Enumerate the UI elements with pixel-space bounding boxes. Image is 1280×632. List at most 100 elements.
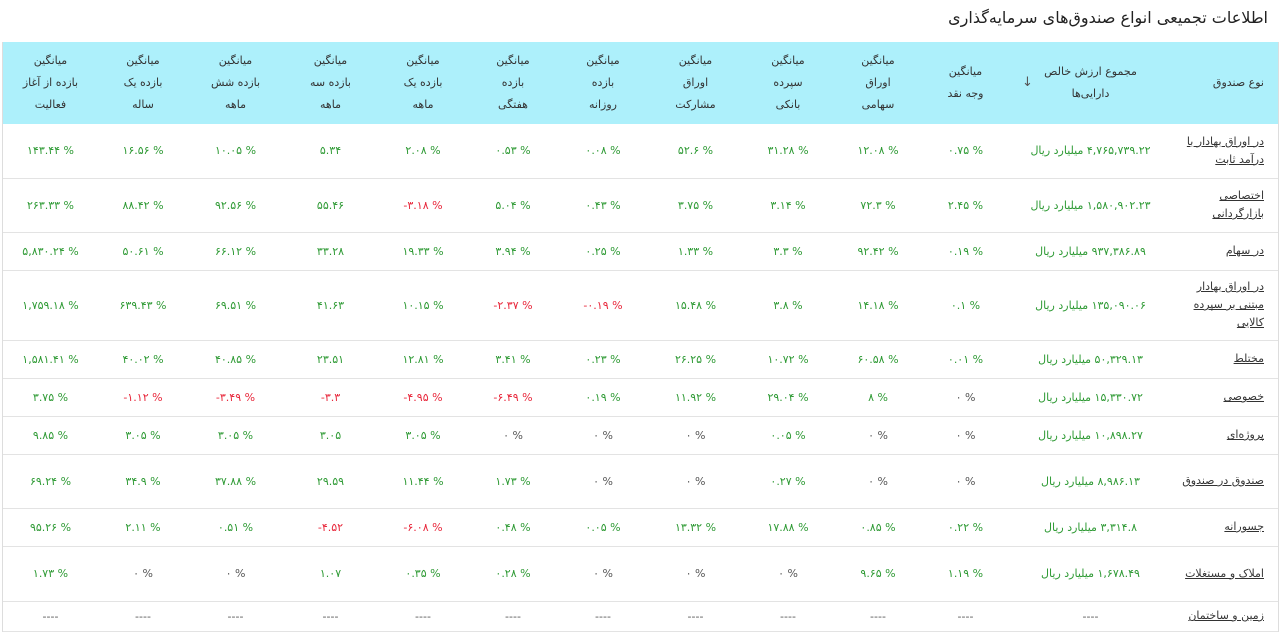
cell-avg-1y-return: ۶۳۹.۴۳ %: [98, 270, 188, 341]
fund-type-link[interactable]: جسورانه: [1224, 520, 1264, 533]
cell-avg-bank-deposit: ۱۷.۸۸ %: [743, 508, 833, 547]
cell-avg-cash: ۰.۱ %: [923, 270, 1008, 341]
cell-avg-1y-return: ۴۰.۰۲ %: [98, 340, 188, 379]
cell-value: ۱۹.۳۳ %: [402, 244, 444, 258]
header-col-avg-stocks[interactable]: میانگین اوراق سهامی: [833, 42, 923, 124]
cell-avg-1y-return: ۰ %: [98, 546, 188, 602]
cell-avg-1y-return: -۱.۱۲ %: [98, 378, 188, 417]
header-col-total-nav[interactable]: مجموع ارزش خالص دارایی‌ها ↓: [1008, 42, 1173, 124]
cell-value: ۰ %: [503, 428, 523, 442]
cell-value: ۹.۶۵ %: [860, 567, 896, 580]
fund-type-link[interactable]: در اوراق بهادار با درآمد ثابت: [1186, 134, 1264, 166]
cell-value: ۶۶.۱۲ %: [214, 244, 257, 258]
cell-value: ۱۱.۴۴ %: [402, 474, 444, 488]
cell-value: ۰.۱۹ %: [947, 244, 984, 258]
fund-type-link[interactable]: در اوراق بهادار مبتنی بر سپرده کالایی: [1193, 280, 1264, 329]
sort-arrow-down-icon[interactable]: ↓: [1022, 75, 1033, 90]
cell-value: ۹۵.۲۶ %: [29, 520, 72, 534]
cell-fund-type: املاک و مستغلات: [1173, 546, 1278, 602]
cell-avg-cash: ۰.۷۵ %: [923, 124, 1008, 179]
cell-value: ۴۰.۸۵ %: [214, 352, 257, 366]
cell-value: ۰ %: [133, 567, 153, 580]
cell-value: ۳۴.۹ %: [125, 474, 161, 488]
cell-value: ۳.۷۵ %: [32, 390, 69, 404]
cell-avg-stocks: ۹.۶۵ %: [833, 546, 923, 602]
header-col-avg-1m-return[interactable]: میانگین بازده یک ماهه: [378, 42, 468, 124]
fund-type-link[interactable]: مختلط: [1233, 352, 1264, 365]
cell-avg-3m-return: -۳.۳: [283, 378, 378, 417]
cell-value: ۲۹.۰۴ %: [767, 390, 809, 404]
cell-total-nav: ۱۵,۳۳۰.۷۲ میلیارد ریال: [1008, 378, 1173, 417]
cell-avg-bonds: ----: [648, 601, 743, 632]
cell-value: ۶۹.۲۴ %: [29, 474, 72, 488]
cell-value: ۰ %: [955, 474, 976, 488]
cell-total-nav: ۱,۵۸۰,۹۰۲.۲۳ میلیارد ریال: [1008, 178, 1173, 233]
header-col-fund-type[interactable]: نوع صندوق: [1173, 42, 1278, 124]
fund-type-link[interactable]: اختصاصی بازارگردانی: [1212, 189, 1264, 220]
header-col-avg-3m-return[interactable]: میانگین بازده سه ماهه: [283, 42, 378, 124]
header-col-avg-6m-return[interactable]: میانگین بازده شش ماهه: [188, 42, 283, 124]
cell-value: ۱.۱۹ %: [947, 567, 984, 580]
cell-value: ۰.۰۸ %: [585, 144, 621, 158]
cell-avg-6m-return: ----: [188, 601, 283, 632]
cell-avg-since-inception-return: ۱۴۳.۴۴ %: [3, 124, 98, 179]
cell-avg-bank-deposit: ۳.۸ %: [743, 270, 833, 341]
cell-avg-1y-return: ۳۴.۹ %: [98, 454, 188, 509]
cell-value: ۱.۰۷: [319, 567, 342, 580]
cell-value: ۴۰.۰۲ %: [122, 352, 164, 366]
table-row: صندوق در صندوق ۸,۹۸۶.۱۳ میلیارد ریال ۰ % ۰ …: [3, 454, 1278, 509]
cell-value: ۱۰.۱۵ %: [402, 298, 444, 312]
header-col-avg-daily-return[interactable]: میانگین بازده روزانه: [558, 42, 648, 124]
cell-avg-cash: ۲.۴۵ %: [923, 178, 1008, 233]
fund-type-link[interactable]: در سهام: [1225, 244, 1264, 257]
cell-fund-type: مختلط: [1173, 340, 1278, 379]
cell-avg-daily-return: ۰ %: [558, 416, 648, 455]
cell-avg-3m-return: ۵.۳۴: [283, 124, 378, 179]
cell-avg-bonds: ۱۱.۹۲ %: [648, 378, 743, 417]
header-col-avg-weekly-return[interactable]: میانگین بازده هفتگی: [468, 42, 558, 124]
cell-value: ----: [957, 609, 974, 623]
cell-avg-3m-return: ۱.۰۷: [283, 546, 378, 602]
fund-type-link[interactable]: خصوصی: [1223, 390, 1264, 403]
fund-type-link[interactable]: صندوق در صندوق: [1182, 474, 1264, 487]
header-col-avg-1y-return[interactable]: میانگین بازده یک ساله: [98, 42, 188, 124]
cell-value: ۴۱.۶۳: [316, 298, 345, 312]
cell-value: ۰.۱۹ %: [585, 390, 621, 404]
cell-value: ۰ %: [685, 567, 706, 580]
fund-type-link[interactable]: پروژه‌ای: [1226, 428, 1264, 441]
cell-avg-6m-return: -۳.۴۹ %: [188, 378, 283, 417]
cell-value: ۱,۷۵۹.۱۸ %: [22, 298, 79, 312]
header-col-avg-since-inception-return[interactable]: میانگین بازده از آغاز فعالیت: [3, 42, 98, 124]
cell-avg-3m-return: -۴.۵۲: [283, 508, 378, 547]
cell-avg-since-inception-return: ۱,۷۵۹.۱۸ %: [3, 270, 98, 341]
cell-value: ----: [42, 609, 59, 623]
cell-value: ۳.۰۵ %: [125, 428, 161, 442]
cell-value: ۰.۷۵ %: [947, 144, 984, 158]
cell-avg-since-inception-return: ۱.۷۳ %: [3, 546, 98, 602]
cell-avg-daily-return: ۰ %: [558, 454, 648, 509]
cell-avg-stocks: ۰ %: [833, 454, 923, 509]
cell-avg-since-inception-return: ۶۹.۲۴ %: [3, 454, 98, 509]
header-col-avg-bonds[interactable]: میانگین اوراق مشارکت: [648, 42, 743, 124]
cell-value: ۳.۰۵ %: [217, 428, 254, 442]
cell-value: -۴.۵۲: [317, 520, 344, 534]
cell-value: ۱,۶۷۸.۴۹ میلیارد ریال: [1041, 567, 1140, 580]
cell-avg-weekly-return: ----: [468, 601, 558, 632]
fund-type-link[interactable]: زمین و ساختمان: [1188, 609, 1264, 622]
cell-avg-3m-return: ۲۹.۵۹: [283, 454, 378, 509]
cell-avg-since-inception-return: ۹.۸۵ %: [3, 416, 98, 455]
cell-avg-since-inception-return: ----: [3, 601, 98, 632]
cell-avg-1m-return: ۱۹.۳۳ %: [378, 232, 468, 271]
cell-value: -۱.۱۲ %: [123, 390, 163, 404]
header-col-avg-bank-deposit[interactable]: میانگین سپرده بانکی: [743, 42, 833, 124]
cell-avg-bank-deposit: ۳.۱۴ %: [743, 178, 833, 233]
fund-type-link[interactable]: املاک و مستغلات: [1185, 566, 1264, 580]
cell-value: ----: [687, 609, 704, 623]
cell-value: ۹۳۷,۳۸۶.۸۹ میلیارد ریال: [1035, 244, 1146, 258]
header-col-avg-cash[interactable]: میانگین وجه نقد: [923, 42, 1008, 124]
cell-value: ۱.۷۳ %: [32, 567, 69, 580]
cell-avg-1m-return: -۴.۹۵ %: [378, 378, 468, 417]
cell-avg-daily-return: ۰.۰۵ %: [558, 508, 648, 547]
cell-avg-since-inception-return: ۲۶۳.۳۳ %: [3, 178, 98, 233]
cell-value: ۲.۰۸ %: [405, 144, 441, 158]
